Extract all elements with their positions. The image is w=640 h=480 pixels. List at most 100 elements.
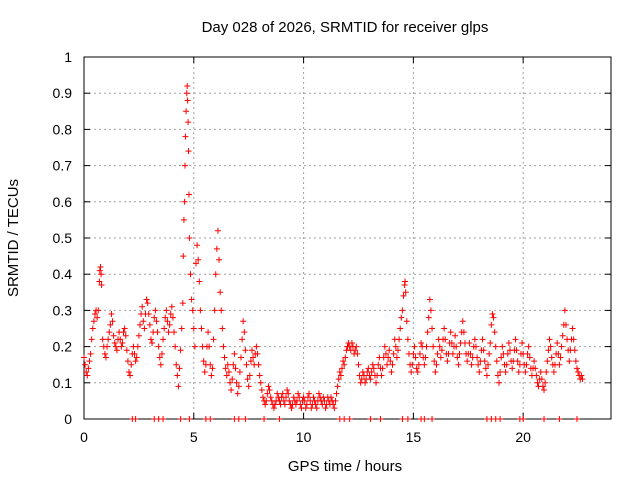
data-point [336,368,343,375]
data-point [570,336,577,343]
data-point [449,350,456,357]
data-point [243,361,250,368]
data-point [136,321,143,328]
data-point [569,325,576,332]
data-point [213,245,220,252]
data-point [185,191,192,198]
data-point [424,329,431,336]
data-point [520,416,527,422]
data-point [575,368,582,375]
data-point [105,336,112,343]
data-point [402,289,409,296]
y-tick-label: 0.8 [53,121,73,137]
data-point [234,390,241,397]
data-point [541,387,548,394]
data-point [306,390,313,397]
data-point [471,336,478,343]
data-point [482,365,489,372]
data-point [279,390,286,397]
data-point [151,314,158,321]
data-point [253,343,260,350]
data-point [261,416,268,422]
data-point [313,405,320,412]
data-point [143,296,150,303]
data-point [348,339,355,346]
data-point [566,358,573,365]
data-point [128,361,135,368]
data-point [515,368,522,375]
y-tick-label: 0.7 [53,158,73,174]
data-point [483,372,490,379]
data-point [280,397,287,404]
data-point [497,368,504,375]
data-point [531,358,538,365]
data-point [367,376,374,383]
data-point [430,343,437,350]
data-point [322,405,329,412]
data-point [152,307,159,314]
data-point [112,343,119,350]
data-point [212,271,219,278]
data-point [490,314,497,321]
data-point [379,365,386,372]
data-point [134,343,141,350]
data-point [220,343,227,350]
data-point [404,416,411,422]
data-point [221,354,228,361]
data-point [312,401,319,408]
data-point [223,372,230,379]
data-point [337,372,344,379]
data-point [295,390,302,397]
data-point [421,416,428,422]
data-point [157,361,164,368]
data-point [172,343,179,350]
data-point [400,292,407,299]
data-point [562,321,569,328]
data-point [263,397,270,404]
data-point [176,365,183,372]
data-point [460,329,467,336]
data-point [555,350,562,357]
data-point [211,307,218,314]
data-point [353,343,360,350]
data-point [572,358,579,365]
data-point [158,350,165,357]
grid-lines [84,57,611,419]
data-point [513,347,520,354]
data-point [421,361,428,368]
data-point [184,82,191,89]
data-point [182,162,189,169]
data-point [283,394,290,401]
data-point [433,361,440,368]
data-point [126,368,133,375]
data-point [106,329,113,336]
data-point [87,350,94,357]
data-point [411,343,418,350]
data-point [505,339,512,346]
data-point [444,358,451,365]
data-point [422,354,429,361]
data-point [206,343,213,350]
data-point [468,361,475,368]
data-point [186,416,193,422]
data-point [264,390,271,397]
data-point [185,119,192,126]
data-point [389,361,396,368]
data-point [464,358,471,365]
data-point [183,108,190,115]
data-point [88,336,95,343]
data-point [132,416,139,422]
data-point [360,372,367,379]
data-point [244,376,251,383]
data-point [108,311,115,318]
x-tick-label: 15 [406,429,422,445]
data-point [250,354,257,361]
data-point [107,321,114,328]
data-point [194,242,201,249]
data-point [182,133,189,140]
data-point [418,339,425,346]
data-point [285,390,292,397]
data-point [247,358,254,365]
data-point [308,405,315,412]
data-point [398,314,405,321]
